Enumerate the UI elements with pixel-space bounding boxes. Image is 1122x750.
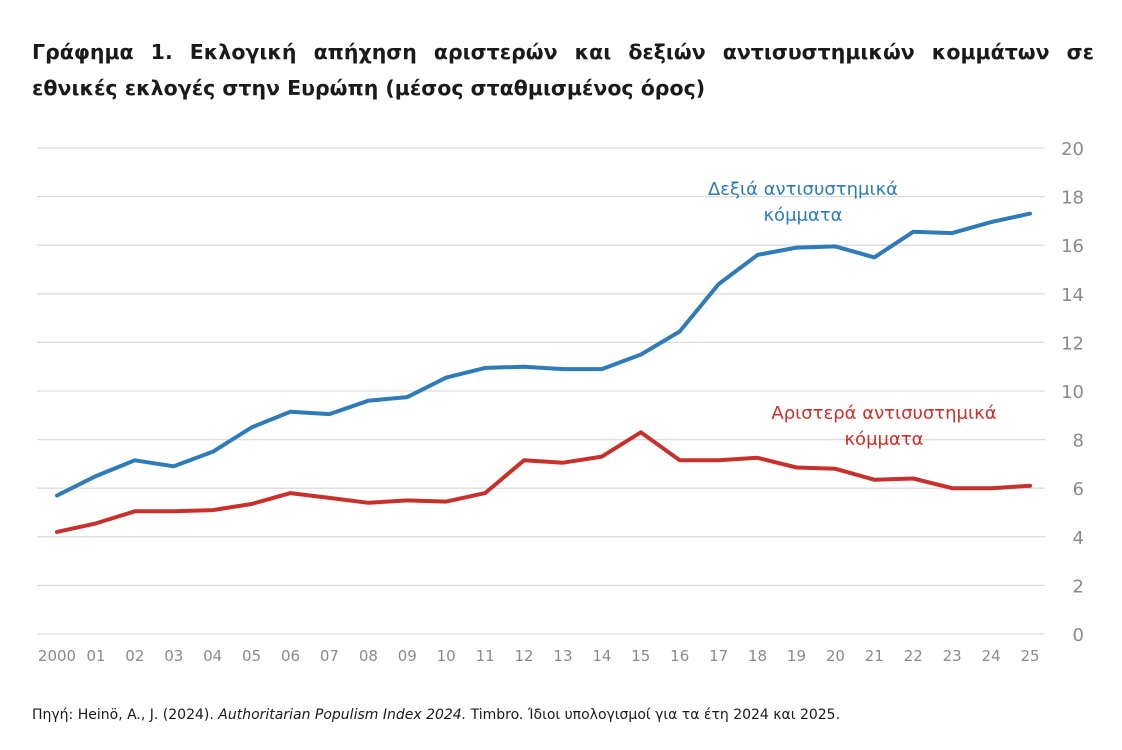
- series-label-left: κόμματα: [844, 429, 923, 450]
- source-suffix: Timbro. Ίδιοι υπολογισμοί για τα έτη 202…: [466, 707, 841, 723]
- y-tick-label: 18: [1061, 188, 1084, 209]
- x-tick-label: 10: [437, 647, 456, 665]
- x-tick-label: 01: [86, 647, 105, 665]
- x-tick-label: 02: [125, 647, 144, 665]
- y-tick-label: 6: [1073, 479, 1084, 500]
- series-label-right: Δεξιά αντισυστημικά: [708, 179, 898, 200]
- x-tick-label: 17: [709, 647, 728, 665]
- y-tick-label: 8: [1073, 431, 1084, 452]
- x-tick-label: 20: [826, 647, 845, 665]
- x-tick-label: 15: [631, 647, 650, 665]
- x-tick-label: 05: [242, 647, 261, 665]
- x-axis-ticks: 2000 01 02 03 04 05 06 07 08 09 10 11 12 13 14 15 16 17 18…: [38, 647, 1040, 665]
- x-tick-label: 11: [476, 647, 495, 665]
- source-prefix: Πηγή: Heinö, A., J. (2024).: [32, 707, 219, 723]
- series-line-left: [55, 430, 1032, 534]
- x-tick-label: 14: [592, 647, 611, 665]
- x-tick-label: 23: [943, 647, 962, 665]
- x-tick-label: 13: [553, 647, 572, 665]
- grid-lines: [37, 147, 1045, 635]
- x-tick-label: 19: [787, 647, 806, 665]
- y-tick-label: 2: [1073, 576, 1084, 597]
- series-lines: [55, 211, 1032, 534]
- x-tick-label: 06: [281, 647, 300, 665]
- source-italic: Authoritarian Populism Index 2024.: [218, 707, 467, 723]
- x-tick-label: 16: [670, 647, 689, 665]
- x-tick-label: 12: [514, 647, 533, 665]
- source-note: Πηγή: Heinö, A., J. (2024). Authoritaria…: [32, 707, 840, 723]
- x-tick-label: 04: [203, 647, 222, 665]
- series-label-left: Αριστερά αντισυστημικά: [771, 403, 996, 424]
- y-tick-label: 4: [1073, 528, 1084, 549]
- x-tick-label: 22: [904, 647, 923, 665]
- x-tick-label: 07: [320, 647, 339, 665]
- x-tick-label: 08: [359, 647, 378, 665]
- x-tick-label: 2000: [38, 647, 76, 665]
- x-tick-label: 21: [865, 647, 884, 665]
- y-tick-label: 20: [1061, 139, 1084, 160]
- y-axis-ticks: 0 2 4 6 8 10 12 14 16 18 20: [1061, 139, 1084, 646]
- x-tick-label: 03: [164, 647, 183, 665]
- chart-title: Γράφημα 1. Εκλογική απήχηση αριστερών κα…: [32, 40, 1094, 100]
- x-tick-label: 18: [748, 647, 767, 665]
- series-labels: Δεξιά αντισυστημικά κόμματα Αριστερά αντισ…: [708, 179, 997, 450]
- x-tick-label: 25: [1020, 647, 1039, 665]
- y-tick-label: 14: [1061, 285, 1084, 306]
- y-tick-label: 10: [1061, 382, 1084, 403]
- x-tick-label: 24: [982, 647, 1001, 665]
- x-tick-label: 09: [398, 647, 417, 665]
- y-tick-label: 0: [1073, 625, 1084, 646]
- y-tick-label: 16: [1061, 236, 1084, 257]
- y-tick-label: 12: [1061, 333, 1084, 354]
- series-label-right: κόμματα: [763, 205, 842, 226]
- series-line-right: [55, 211, 1032, 498]
